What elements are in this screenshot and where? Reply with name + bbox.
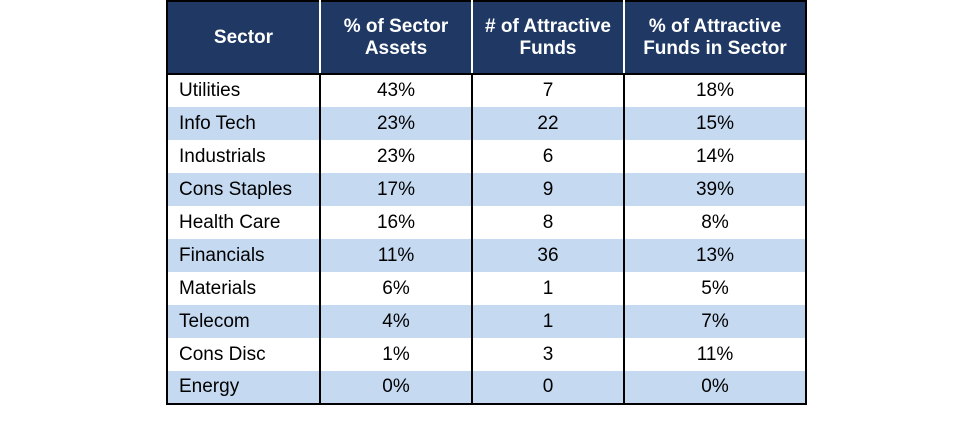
attractive-funds-cell: 3	[471, 338, 625, 371]
sector-table-container: Sector % of Sector Assets # of Attractiv…	[166, 0, 807, 405]
attractive-pct-cell: 39%	[623, 173, 807, 206]
table-row: Cons Staples 17% 9 39%	[166, 173, 807, 206]
sector-assets-cell: 11%	[319, 239, 473, 272]
header-sector: Sector	[167, 1, 321, 75]
sector-cell: Cons Staples	[166, 173, 321, 206]
attractive-funds-cell: 6	[471, 140, 625, 173]
attractive-funds-cell: 0	[471, 371, 625, 404]
sector-cell: Materials	[166, 272, 321, 305]
attractive-pct-cell: 14%	[623, 140, 807, 173]
attractive-funds-cell: 1	[471, 305, 625, 338]
attractive-funds-cell: 36	[471, 239, 625, 272]
sector-cell: Utilities	[166, 74, 321, 107]
attractive-pct-cell: 18%	[623, 74, 807, 107]
attractive-pct-cell: 11%	[623, 338, 807, 371]
sector-assets-cell: 16%	[319, 206, 473, 239]
header-pct-sector-assets: % of Sector Assets	[319, 1, 473, 75]
attractive-funds-cell: 22	[471, 107, 625, 140]
sector-cell: Health Care	[166, 206, 321, 239]
sector-assets-cell: 43%	[319, 74, 473, 107]
sector-assets-cell: 6%	[319, 272, 473, 305]
attractive-pct-cell: 15%	[623, 107, 807, 140]
table-row: Cons Disc 1% 3 11%	[166, 338, 807, 371]
attractive-pct-cell: 13%	[623, 239, 807, 272]
attractive-pct-cell: 8%	[623, 206, 807, 239]
attractive-pct-cell: 5%	[623, 272, 807, 305]
attractive-pct-cell: 7%	[623, 305, 807, 338]
table-row: Financials 11% 36 13%	[166, 239, 807, 272]
sector-cell: Financials	[166, 239, 321, 272]
sector-cell: Cons Disc	[166, 338, 321, 371]
header-pct-attractive-funds: % of Attractive Funds in Sector	[623, 1, 806, 75]
table-row: Telecom 4% 1 7%	[166, 305, 807, 338]
header-row: Sector % of Sector Assets # of Attractiv…	[167, 1, 806, 75]
sector-cell: Energy	[166, 371, 321, 404]
attractive-funds-cell: 1	[471, 272, 625, 305]
table-row: Health Care 16% 8 8%	[166, 206, 807, 239]
sector-assets-cell: 23%	[319, 107, 473, 140]
sector-assets-cell: 17%	[319, 173, 473, 206]
header-num-attractive-funds: # of Attractive Funds	[471, 1, 625, 75]
table-row: Energy 0% 0 0%	[166, 371, 807, 404]
sector-cell: Info Tech	[166, 107, 321, 140]
table-row: Materials 6% 1 5%	[166, 272, 807, 305]
attractive-funds-cell: 7	[471, 74, 625, 107]
sector-cell: Telecom	[166, 305, 321, 338]
attractive-funds-cell: 8	[471, 206, 625, 239]
attractive-funds-cell: 9	[471, 173, 625, 206]
sector-assets-cell: 1%	[319, 338, 473, 371]
sector-table: Sector % of Sector Assets # of Attractiv…	[166, 0, 807, 405]
attractive-pct-cell: 0%	[623, 371, 807, 404]
sector-assets-cell: 23%	[319, 140, 473, 173]
table-row: Utilities 43% 7 18%	[166, 74, 807, 107]
sector-cell: Industrials	[166, 140, 321, 173]
table-row: Info Tech 23% 22 15%	[166, 107, 807, 140]
sector-assets-cell: 0%	[319, 371, 473, 404]
table-row: Industrials 23% 6 14%	[166, 140, 807, 173]
sector-assets-cell: 4%	[319, 305, 473, 338]
